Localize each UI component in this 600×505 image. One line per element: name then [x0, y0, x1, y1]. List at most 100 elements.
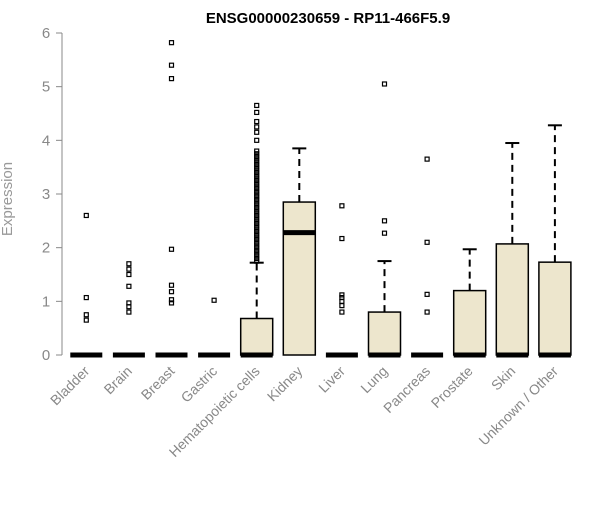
outlier-point: [254, 210, 260, 216]
outlier-point: [339, 294, 345, 301]
outlier-point: [254, 237, 260, 243]
outlier-point: [254, 245, 260, 251]
outlier-point: [424, 291, 430, 297]
outlier-point: [168, 282, 175, 288]
box: [282, 201, 317, 356]
outlier-point: [254, 164, 260, 170]
y-tick-label: 2: [42, 240, 50, 257]
outlier-point: [254, 167, 260, 173]
outlier-point: [254, 137, 260, 143]
box: [452, 289, 487, 356]
box-skin: [495, 142, 530, 358]
box: [538, 261, 572, 356]
box-pancreas: [411, 156, 444, 358]
outlier-point: [254, 129, 260, 135]
outlier-point: [254, 186, 260, 192]
outlier-point: [254, 153, 260, 160]
outlier-point: [254, 242, 260, 248]
outlier-point: [254, 253, 260, 259]
x-tick-label: Gastric: [178, 363, 221, 406]
outlier-point: [126, 266, 132, 272]
box: [367, 311, 402, 356]
outlier-point: [83, 317, 89, 323]
outlier-point: [254, 196, 260, 202]
y-tick-label: 0: [42, 347, 50, 364]
outlier-point: [424, 156, 430, 162]
outlier-point: [254, 258, 260, 264]
box-lung: [367, 81, 402, 358]
outlier-point: [254, 172, 260, 178]
box-kidney: [282, 147, 317, 356]
outlier-point: [83, 294, 89, 301]
outlier-point: [254, 124, 260, 130]
outlier-point: [254, 202, 260, 208]
box-prostate: [452, 248, 487, 358]
x-tick-label: Kidney: [264, 363, 306, 405]
box-brain: [112, 261, 145, 358]
outlier-point: [254, 118, 260, 125]
y-tick-label: 4: [42, 132, 50, 149]
box: [495, 243, 530, 356]
box-breast: [155, 40, 188, 358]
outlier-point: [254, 102, 260, 109]
x-tick-label: Prostate: [428, 363, 476, 411]
outlier-point: [381, 218, 388, 224]
y-tick-label: 5: [42, 79, 50, 96]
outlier-point: [254, 151, 260, 157]
x-tick-label: Unknown / Other: [475, 363, 561, 449]
outlier-point: [339, 203, 345, 209]
outlier-point: [254, 247, 260, 253]
outlier-point: [381, 81, 388, 87]
outlier-point: [126, 309, 132, 315]
outlier-point: [126, 283, 132, 289]
outlier-point: [254, 250, 260, 256]
outlier-point: [126, 271, 132, 278]
box-gastric: [198, 297, 231, 358]
outlier-point: [168, 246, 175, 252]
y-tick-label: 3: [42, 186, 50, 203]
outlier-point: [339, 303, 345, 309]
outlier-point: [254, 191, 260, 197]
y-tick-label: 6: [42, 25, 50, 42]
x-tick-label: Skin: [488, 363, 519, 394]
outlier-point: [83, 312, 89, 318]
outlier-point: [254, 175, 260, 181]
outlier-point: [254, 169, 260, 176]
outlier-point: [254, 207, 260, 213]
x-tick-label: Bladder: [47, 363, 93, 409]
outlier-point: [424, 239, 430, 245]
x-tick-label: Lung: [357, 363, 390, 396]
outlier-point: [254, 215, 260, 221]
outlier-point: [254, 212, 260, 219]
outlier-point: [254, 223, 260, 229]
outlier-point: [339, 235, 345, 242]
x-tick-label: Breast: [138, 363, 178, 403]
outlier-point: [254, 148, 260, 154]
x-tick-label: Liver: [315, 363, 348, 396]
outlier-point: [339, 292, 345, 298]
outlier-point: [254, 194, 260, 200]
box-liver: [325, 203, 358, 358]
outlier-point: [254, 228, 260, 235]
box: [239, 317, 274, 356]
box-hematopoietic-cells: [239, 102, 274, 358]
outlier-point: [254, 180, 260, 186]
outlier-point: [254, 234, 260, 240]
outlier-point: [168, 289, 175, 295]
outlier-point: [254, 199, 260, 205]
outlier-point: [254, 188, 260, 194]
box-series: [70, 40, 572, 358]
x-tick-label: Brain: [101, 363, 135, 397]
outlier-point: [254, 220, 260, 227]
outlier-point: [168, 76, 175, 82]
box-unknown-other: [538, 124, 572, 358]
y-axis-label: Expression: [0, 162, 16, 236]
outlier-point: [424, 309, 430, 315]
outlier-point: [168, 297, 175, 303]
outlier-point: [254, 239, 260, 245]
outlier-point: [83, 212, 89, 219]
outlier-point: [254, 109, 260, 116]
